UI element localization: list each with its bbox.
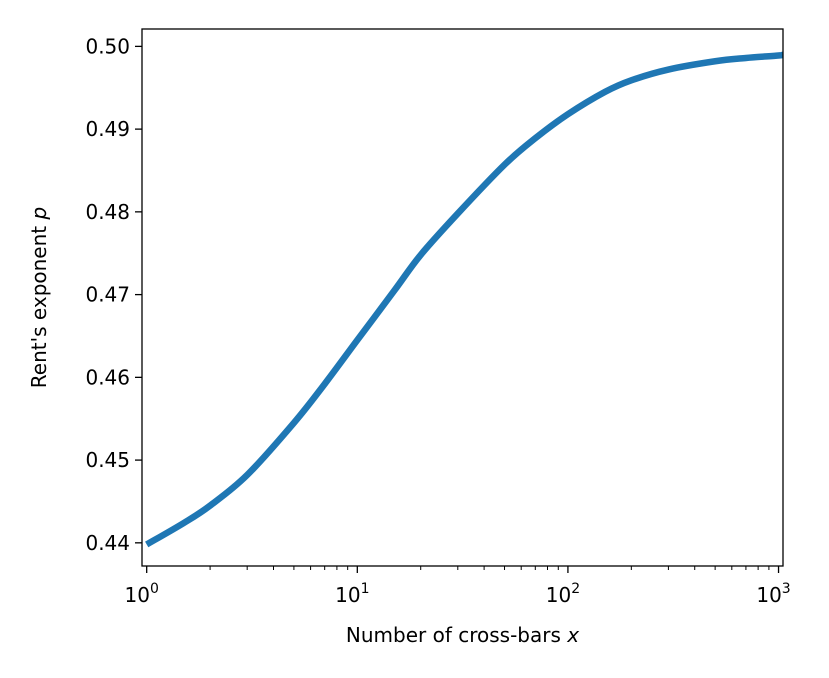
x-axis-label: Number of cross-bars xyxy=(346,623,561,647)
x-axis: 100 101 102 103 xyxy=(125,566,791,607)
y-axis-variable: p xyxy=(27,207,51,221)
y-axis-label: Rent's exponent xyxy=(27,226,51,388)
x-tick-exponent: 3 xyxy=(782,581,791,597)
x-tick-exponent: 1 xyxy=(361,581,370,597)
x-tick-label: 100 xyxy=(125,581,159,607)
series-layer xyxy=(145,51,783,548)
x-tick-exponent: 0 xyxy=(150,581,159,597)
series-line-0 xyxy=(145,51,783,548)
y-tick-label: 0.48 xyxy=(85,200,130,224)
y-tick-label: 0.49 xyxy=(85,117,130,141)
x-tick-base: 10 xyxy=(335,583,360,607)
x-axis-title: Number of cross-bars x xyxy=(346,623,579,647)
y-tick-label: 0.47 xyxy=(85,283,130,307)
x-tick-label: 101 xyxy=(335,581,369,607)
x-tick-exponent: 2 xyxy=(571,581,580,597)
y-tick-label: 0.45 xyxy=(85,448,130,472)
x-tick-label: 103 xyxy=(756,581,790,607)
y-tick-label: 0.50 xyxy=(85,34,130,58)
y-axis: 0.44 0.45 0.46 0.47 0.48 0.49 0.50 xyxy=(85,34,142,555)
plot-frame xyxy=(141,28,784,567)
y-tick-label: 0.46 xyxy=(85,365,130,389)
y-axis-title: Rent's exponent p xyxy=(27,207,51,388)
y-tick-label: 0.44 xyxy=(85,531,130,555)
x-axis-variable: x xyxy=(566,623,579,647)
x-tick-base: 10 xyxy=(546,583,571,607)
x-tick-label: 102 xyxy=(546,581,580,607)
x-tick-base: 10 xyxy=(756,583,781,607)
x-tick-base: 10 xyxy=(125,583,150,607)
